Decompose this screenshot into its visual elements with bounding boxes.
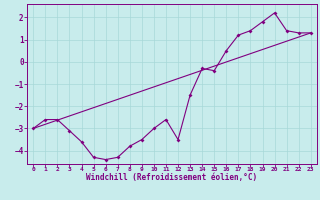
X-axis label: Windchill (Refroidissement éolien,°C): Windchill (Refroidissement éolien,°C) — [86, 173, 258, 182]
